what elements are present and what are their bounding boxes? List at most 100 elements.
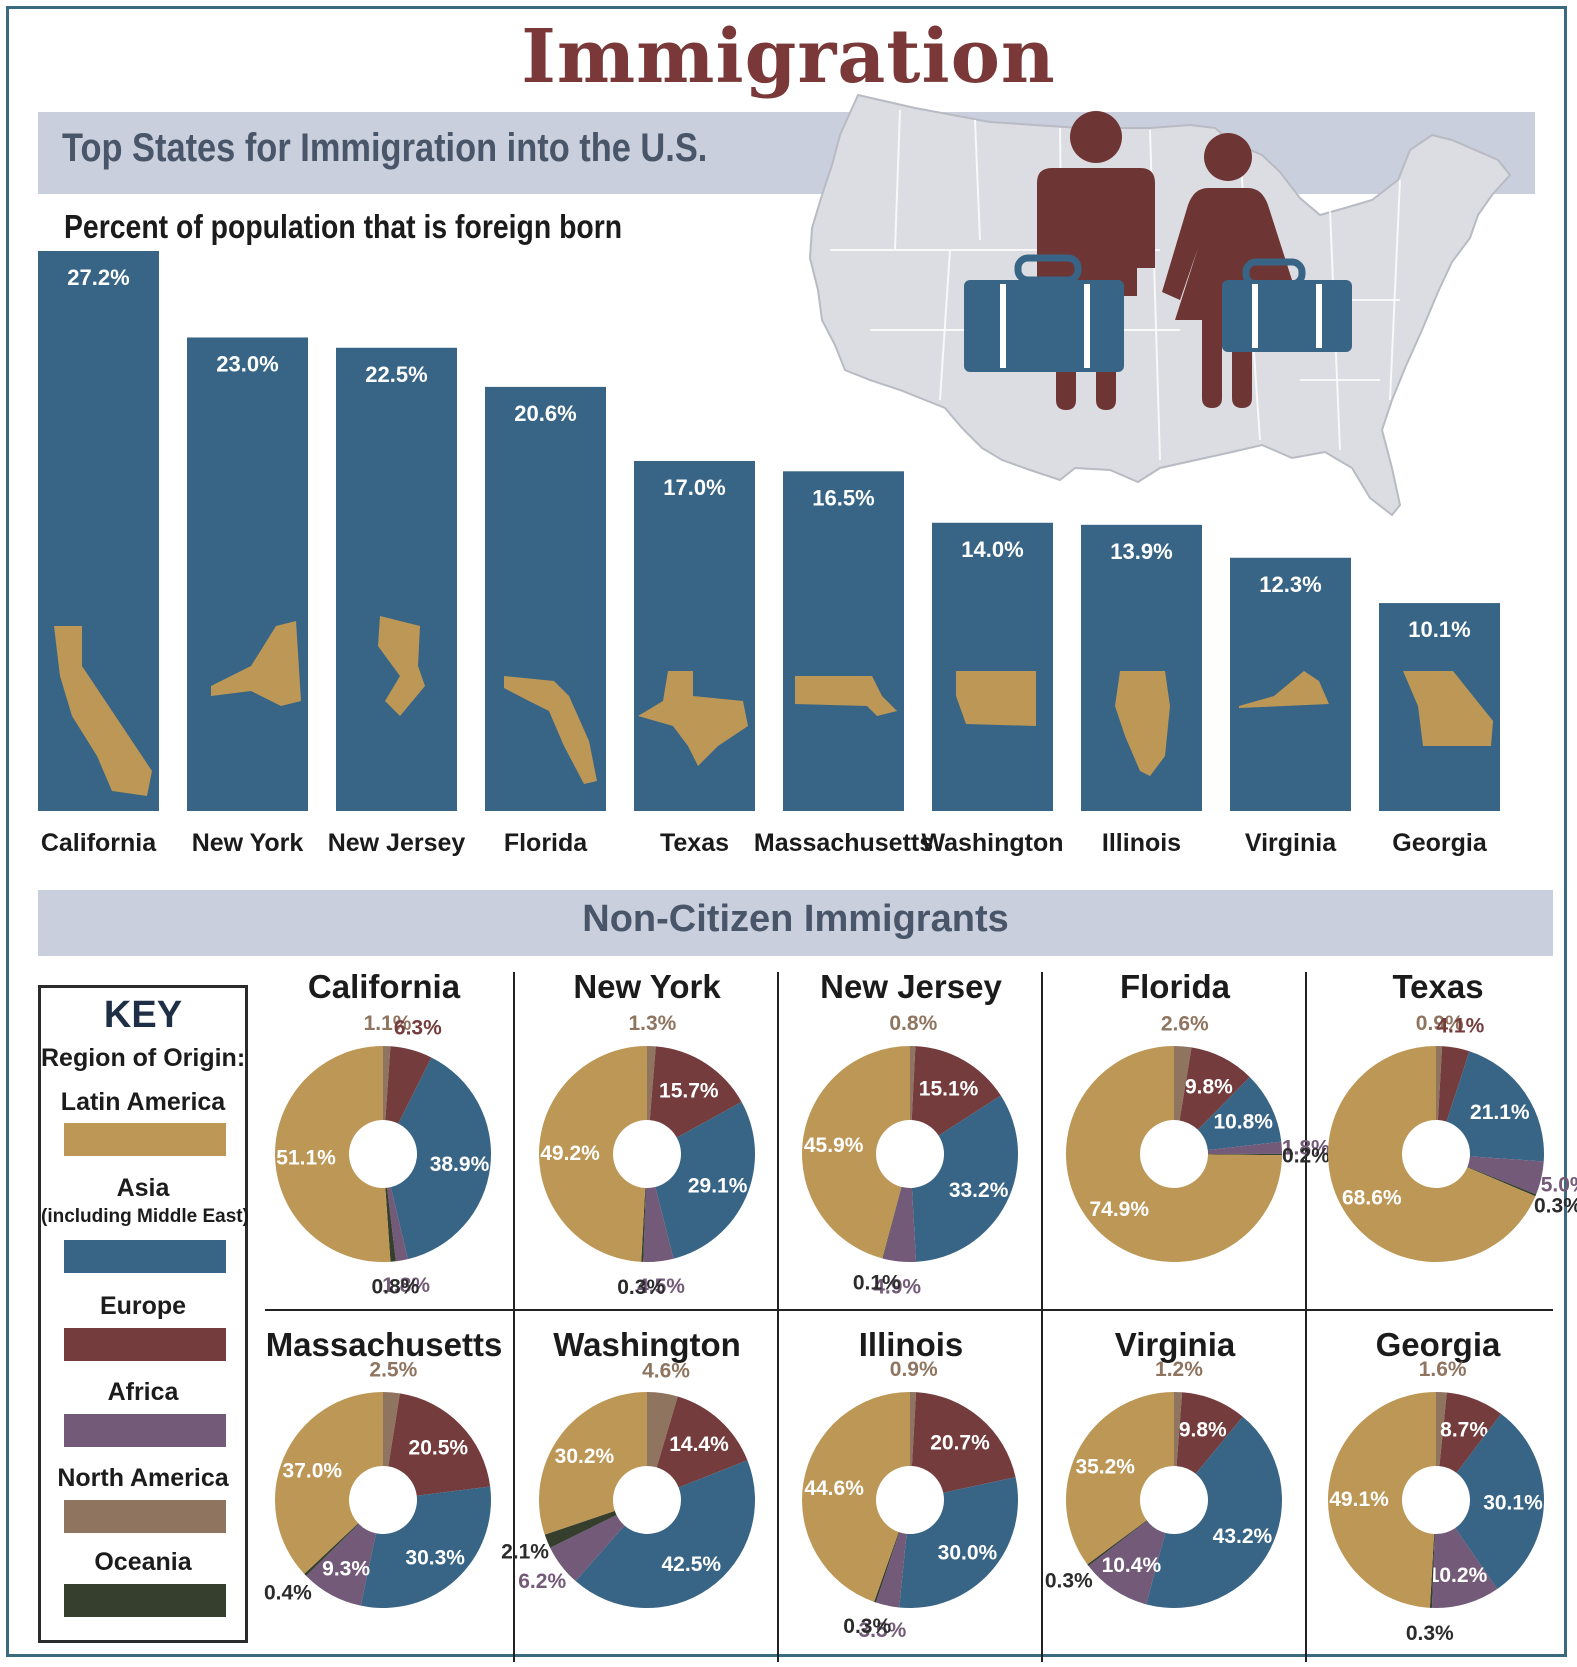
donut-slice-asia (390, 1057, 491, 1260)
donut-slice-north-america (1436, 1046, 1443, 1121)
donut-slice-africa (550, 1515, 625, 1582)
bar-new-york (187, 337, 308, 811)
legend-title: KEY (103, 994, 183, 1036)
donut-slice-oceania (1467, 1166, 1537, 1197)
donut-texas: 0.9%4.1% 21.1% 5.0%0.3% 68.6% (1328, 1012, 1577, 1262)
state-shape-illinois-icon (1115, 671, 1170, 776)
donut-value-label: 44.6% (804, 1477, 864, 1500)
donut-value-label: 30.1% (1483, 1492, 1543, 1515)
donut-slice-north-america (910, 1392, 917, 1467)
donut-slice-asia (360, 1486, 492, 1609)
pie-title-massachusetts: Massachusetts (265, 1326, 503, 1363)
donut-slice-asia (899, 1477, 1019, 1608)
donut-slice-asia (1446, 1051, 1544, 1162)
legend-label-north-america: North America (57, 1464, 229, 1492)
pie-title-illinois: Illinois (858, 1326, 964, 1363)
donut-slice-europe (1437, 1046, 1470, 1122)
donut-slice-africa (643, 1186, 674, 1263)
donut-slice-latin-america (802, 1392, 910, 1602)
donut-value-label: 21.1% (1470, 1101, 1530, 1124)
pie-title-georgia: Georgia (1375, 1326, 1501, 1363)
donut-value-label: 43.2% (1213, 1525, 1273, 1548)
donut-slice-oceania (874, 1532, 900, 1603)
donut-value-label: 0.2% (1282, 1145, 1330, 1168)
donut-value-label: 3.5% (858, 1619, 906, 1642)
donut-slice-asia (1455, 1413, 1544, 1589)
donut-slice-africa (883, 1186, 917, 1262)
donut-washington: 4.6% 14.4% 42.5% 6.2% 2.1% 30.2% (501, 1359, 755, 1608)
state-shape-new-jersey-icon (378, 616, 425, 716)
bar-category-label: California (41, 829, 157, 857)
pie-title-new-jersey: New Jersey (820, 968, 1002, 1005)
donut-virginia: 1.2% 9.8% 43.2% 10.4% 0.3% 35.2% (1045, 1358, 1282, 1608)
bar-chart-subtitle: Percent of population that is foreign bo… (64, 208, 623, 245)
donut-value-label: 4.1% (1436, 1014, 1484, 1037)
donut-slice-oceania (1087, 1520, 1148, 1567)
donut-value-label: 0.3% (1045, 1570, 1093, 1593)
bar-category-label: New Jersey (328, 829, 466, 857)
donut-slice-north-america (910, 1046, 916, 1121)
donut-slice-europe (911, 1046, 1001, 1136)
donut-slice-europe (385, 1046, 432, 1124)
pie-title-florida: Florida (1119, 968, 1230, 1005)
donut-slice-europe (656, 1396, 748, 1488)
donut-value-label: 1.3% (628, 1012, 676, 1035)
donut-value-label: 10.4% (1102, 1554, 1162, 1577)
bar-value-label: 10.1% (1408, 617, 1470, 642)
donut-georgia: 1.6% 8.7% 30.1% 10.2% 0.3% 49.1% (1327, 1358, 1544, 1645)
donut-slice-oceania (641, 1187, 646, 1262)
legend-label-latin-america: Latin America (60, 1088, 226, 1116)
suitcase-icon (1222, 258, 1352, 352)
donut-value-label: 0.1% (853, 1272, 901, 1295)
legend-swatch-europe (64, 1328, 226, 1361)
bar-category-label: New York (192, 829, 304, 857)
donut-slice-oceania (304, 1523, 359, 1576)
donut-value-label: 6.3% (394, 1017, 442, 1040)
donut-slice-latin-america (538, 1046, 647, 1262)
donut-slice-europe (911, 1392, 1016, 1493)
donut-slice-asia (655, 1101, 755, 1259)
state-shape-georgia-icon (1403, 671, 1493, 746)
legend-swatch-oceania (64, 1584, 226, 1617)
donut-value-label: 0.3% (617, 1276, 665, 1299)
donut-value-label: 1.1% (364, 1012, 412, 1035)
donut-value-label: 30.2% (555, 1445, 615, 1468)
bar-value-label: 12.3% (1259, 572, 1321, 597)
donut-value-label: 0.8% (889, 1012, 937, 1035)
donut-value-label: 51.1% (276, 1147, 336, 1170)
donut-slice-north-america (647, 1046, 656, 1121)
state-shape-washington-icon (956, 671, 1036, 726)
donut-value-label: 2.5% (369, 1358, 417, 1381)
donut-value-label: 1.8% (1282, 1136, 1330, 1159)
donut-value-label: 0.9% (1416, 1012, 1464, 1035)
donut-slice-latin-america (1327, 1392, 1436, 1608)
donut-slice-latin-america (275, 1046, 391, 1262)
page-title: Immigration (521, 14, 1056, 100)
legend-sublabel-asia: (including Middle East) (41, 1206, 249, 1227)
donut-slice-asia (1197, 1077, 1282, 1151)
donut-value-label: 38.9% (430, 1153, 490, 1176)
bar-value-label: 27.2% (67, 265, 129, 290)
donut-slice-oceania (882, 1186, 902, 1259)
pie-title-washington: Washington (553, 1326, 741, 1363)
pie-title-virginia: Virginia (1114, 1326, 1236, 1363)
donut-slice-latin-america (1065, 1046, 1282, 1263)
legend-swatch-asia (64, 1240, 226, 1273)
donut-slice-oceania (1207, 1153, 1282, 1156)
legend-swatch-latin-america (64, 1123, 226, 1156)
donut-slice-north-america (383, 1046, 391, 1121)
donut-value-label: 49.2% (540, 1142, 600, 1165)
donut-value-label: 2.1% (501, 1541, 549, 1564)
donut-value-label: 4.5% (637, 1275, 685, 1298)
donut-value-label: 0.3% (1406, 1622, 1454, 1645)
donut-value-label: 37.0% (283, 1459, 343, 1482)
legend-subtitle: Region of Origin: (41, 1044, 246, 1072)
donut-value-label: 68.6% (1342, 1186, 1402, 1209)
state-shape-massachusetts-icon (795, 676, 897, 716)
donut-value-label: 74.9% (1089, 1198, 1149, 1221)
state-shape-california-icon (54, 626, 152, 796)
donut-slice-africa (1207, 1141, 1282, 1154)
bar-new-jersey (336, 347, 457, 811)
state-shape-texas-icon (638, 671, 748, 766)
